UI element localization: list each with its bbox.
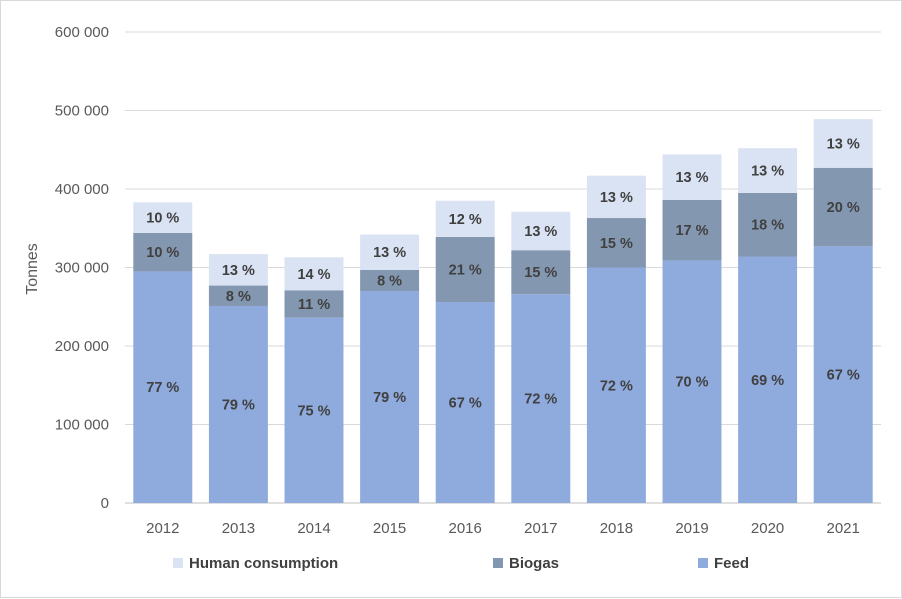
- data-label-human-consumption-2020: 13 %: [751, 164, 784, 180]
- x-tick-label: 2014: [297, 520, 330, 537]
- bar-feed-2019: [662, 260, 722, 503]
- bar-human-consumption-2017: [511, 211, 571, 251]
- x-tick-label: 2019: [675, 520, 708, 537]
- y-tick-label: 200 000: [55, 338, 109, 355]
- legend-label-human-consumption: Human consumption: [189, 555, 338, 572]
- data-label-feed-2015: 79 %: [373, 390, 406, 406]
- bar-human-consumption-2016: [435, 200, 495, 237]
- x-tick-label: 2015: [373, 520, 406, 537]
- data-label-biogas-2017: 15 %: [524, 265, 557, 281]
- x-tick-label: 2020: [751, 520, 784, 537]
- data-label-biogas-2014: 11 %: [298, 297, 330, 313]
- data-label-human-consumption-2017: 13 %: [524, 224, 557, 240]
- legend-swatch-feed: [698, 558, 708, 568]
- data-label-biogas-2020: 18 %: [751, 218, 784, 234]
- bar-feed-2015: [360, 291, 420, 503]
- bar-feed-2014: [284, 317, 344, 503]
- x-tick-label: 2018: [600, 520, 633, 537]
- data-label-human-consumption-2014: 14 %: [297, 267, 330, 283]
- data-label-biogas-2012: 10 %: [146, 245, 179, 261]
- data-label-biogas-2013: 8 %: [226, 289, 251, 305]
- data-label-biogas-2015: 8 %: [377, 273, 402, 289]
- data-label-human-consumption-2012: 10 %: [146, 211, 179, 227]
- y-tick-label: 600 000: [55, 24, 109, 41]
- bar-human-consumption-2019: [662, 154, 722, 200]
- y-axis-title: Tonnes: [24, 243, 41, 295]
- data-label-biogas-2019: 17 %: [675, 223, 708, 239]
- data-label-biogas-2018: 15 %: [600, 236, 633, 252]
- data-label-feed-2016: 67 %: [449, 396, 482, 412]
- bar-biogas-2018: [586, 218, 646, 268]
- legend: Human consumption Biogas Feed: [173, 555, 749, 572]
- bar-feed-2018: [586, 267, 646, 503]
- bar-biogas-2017: [511, 250, 571, 295]
- bar-biogas-2012: [133, 232, 193, 272]
- y-tick-label: 0: [101, 495, 109, 512]
- bar-human-consumption-2018: [586, 175, 646, 219]
- data-label-human-consumption-2015: 13 %: [373, 245, 406, 261]
- data-label-feed-2012: 77 %: [146, 380, 179, 396]
- x-tick-label: 2012: [146, 520, 179, 537]
- bar-human-consumption-2021: [813, 119, 873, 168]
- bar-biogas-2020: [738, 192, 798, 257]
- y-axis-tick-labels: 0 100 000 200 000 300 000 400 000 500 000 600 …: [55, 24, 109, 512]
- legend-swatch-biogas: [493, 558, 503, 568]
- data-label-feed-2020: 69 %: [751, 373, 784, 389]
- data-label-human-consumption-2019: 13 %: [675, 170, 708, 186]
- legend-label-biogas: Biogas: [509, 555, 559, 572]
- bar-feed-2012: [133, 271, 193, 503]
- bar-biogas-2016: [435, 236, 495, 303]
- bar-biogas-2014: [284, 290, 344, 318]
- data-label-feed-2018: 72 %: [600, 378, 633, 394]
- data-label-feed-2017: 72 %: [524, 392, 557, 408]
- bar-human-consumption-2013: [208, 254, 268, 286]
- bar-feed-2020: [738, 256, 798, 503]
- data-label-human-consumption-2018: 13 %: [600, 190, 633, 206]
- bar-feed-2021: [813, 246, 873, 503]
- bar-feed-2016: [435, 302, 495, 503]
- x-tick-label: 2013: [222, 520, 255, 537]
- legend-swatch-human-consumption: [173, 558, 183, 568]
- data-label-biogas-2021: 20 %: [827, 200, 860, 216]
- y-tick-label: 400 000: [55, 181, 109, 198]
- data-label-feed-2014: 75 %: [297, 403, 330, 419]
- bars-layer: 77 % 10 % 10 % 79 % 8 % 13 % 75 % 11 % 14 % 79 % 8…: [133, 119, 873, 503]
- data-label-feed-2013: 79 %: [222, 397, 255, 413]
- bar-biogas-2013: [208, 285, 268, 306]
- legend-label-feed: Feed: [714, 555, 749, 572]
- bar-biogas-2019: [662, 199, 722, 261]
- bar-human-consumption-2015: [360, 234, 420, 270]
- bar-feed-2017: [511, 294, 571, 503]
- bar-human-consumption-2020: [738, 148, 798, 193]
- bar-biogas-2015: [360, 269, 420, 292]
- x-axis-tick-labels: 2012 2013 2014 2015 2016 2017 2018 2019 2020 2021: [146, 520, 860, 537]
- y-tick-label: 300 000: [55, 260, 109, 277]
- data-label-feed-2019: 70 %: [675, 375, 708, 391]
- bar-biogas-2021: [813, 167, 873, 247]
- x-tick-label: 2016: [449, 520, 482, 537]
- data-label-feed-2021: 67 %: [827, 368, 860, 384]
- data-label-biogas-2016: 21 %: [449, 262, 482, 278]
- x-tick-label: 2021: [827, 520, 860, 537]
- x-tick-label: 2017: [524, 520, 557, 537]
- data-label-human-consumption-2021: 13 %: [827, 136, 860, 152]
- bar-feed-2013: [208, 305, 268, 503]
- bar-human-consumption-2012: [133, 202, 193, 233]
- bar-human-consumption-2014: [284, 257, 344, 291]
- y-tick-label: 500 000: [55, 103, 109, 120]
- data-label-human-consumption-2016: 12 %: [449, 212, 482, 228]
- y-tick-label: 100 000: [55, 417, 109, 434]
- data-label-human-consumption-2013: 13 %: [222, 263, 255, 279]
